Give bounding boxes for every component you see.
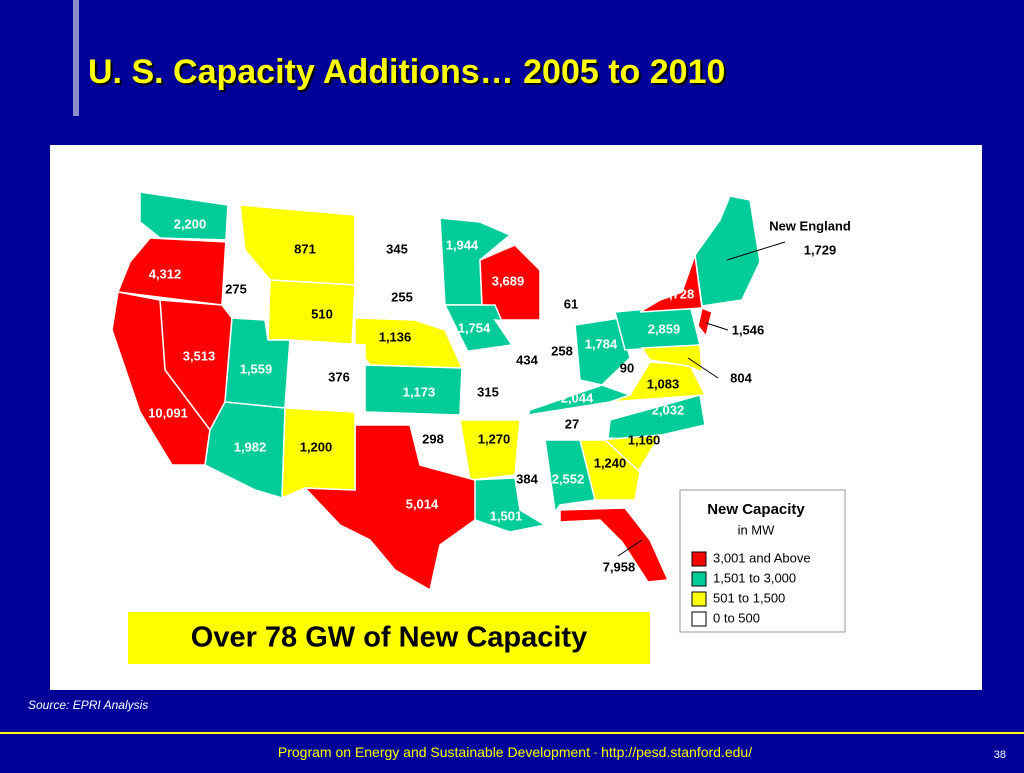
state-label: 1,944 [446,237,479,252]
state-label: 315 [477,384,499,399]
leader-line [687,357,719,379]
state-label: 376 [328,369,350,384]
state-label: 1,173 [403,384,436,399]
highlight-box [128,612,650,664]
state-label: 871 [294,241,316,256]
legend-label: 0 to 500 [713,610,760,625]
state-label: 4,728 [662,286,695,301]
leader-line [726,241,786,261]
state-label: 2,032 [652,402,685,417]
state-label: 298 [422,431,444,446]
state-label: 3,689 [492,273,525,288]
state-label: 258 [551,343,573,358]
state-label: 7,958 [603,559,636,574]
state [526,384,633,416]
footer-url: http://pesd.stanford.edu/ [601,744,752,760]
state-label: 1,559 [240,361,273,376]
state-label: 255 [391,289,413,304]
legend-label: 3,001 and Above [713,550,811,565]
state-label: 2,044 [561,390,594,405]
footer: Program on Energy and Sustainable Develo… [278,744,752,760]
legend-swatch [691,611,707,627]
legend-title: New Capacity [707,501,805,518]
state-label: 1,240 [594,455,627,470]
state-label: 384 [516,471,538,486]
legend-label: 1,501 to 3,000 [713,570,796,585]
state-label: 5,014 [406,496,439,511]
state-label: 1,784 [585,336,618,351]
state [559,507,670,583]
map: 2,200 4,312 275 871 510 345 255 1,944 3,689 61 1,1… [111,191,851,592]
state [204,401,286,499]
leader-lines [617,241,786,557]
state-label: 1,200 [300,439,333,454]
legend [679,489,846,633]
legend-label: 501 to 1,500 [713,590,785,605]
state-label: 1,754 [458,320,491,335]
state-label: 1,083 [647,376,680,391]
leader-line [617,539,643,557]
legend-subtitle: in MW [738,522,776,537]
state-label: New England [769,218,851,233]
state-label: 4,312 [149,266,182,281]
legend-swatch [691,571,707,587]
state-label: 345 [386,241,408,256]
state [694,195,761,307]
state-label: 1,982 [234,439,267,454]
state-label: 1,136 [379,329,412,344]
state [139,191,229,241]
highlight-text: Over 78 GW of New Capacity [191,622,587,654]
state [607,394,706,441]
source: Source: EPRI Analysis [28,698,148,712]
state [284,339,366,413]
state-label: 510 [311,306,333,321]
state [697,306,713,338]
state-label: 3,513 [183,348,216,363]
footer-text: Program on Energy and Sustainable Develo… [278,744,590,760]
state-label: 2,552 [552,471,585,486]
state-label: 90 [620,360,634,375]
state-label: 1,501 [490,508,523,523]
state-label: 804 [730,370,752,385]
legend-items: 3,001 and Above 1,501 to 3,000 501 to 1,50… [691,550,811,627]
title: U. S. Capacity Additions… 2005 to 2010 [88,53,725,91]
state-label: 2,859 [648,321,681,336]
state-label: 1,546 [732,322,765,337]
footer-separator: - [594,748,597,759]
state-label: 275 [225,281,247,296]
state [493,319,551,407]
state-label: 1,729 [804,242,837,257]
state [639,254,703,313]
state [459,419,521,481]
state [514,439,556,513]
leader-line [705,322,729,331]
state-label: 1,160 [628,432,661,447]
state-label: 27 [565,416,579,431]
legend-swatch [691,591,707,607]
state-label: 1,270 [478,431,511,446]
state-label: 2,200 [174,216,207,231]
accent-bar [73,0,79,116]
state-label: 434 [516,352,538,367]
state-label: 61 [564,296,578,311]
legend-swatch [691,551,707,567]
state-label: 10,091 [148,405,188,420]
state [640,344,703,374]
page-number: 38 [994,749,1006,761]
